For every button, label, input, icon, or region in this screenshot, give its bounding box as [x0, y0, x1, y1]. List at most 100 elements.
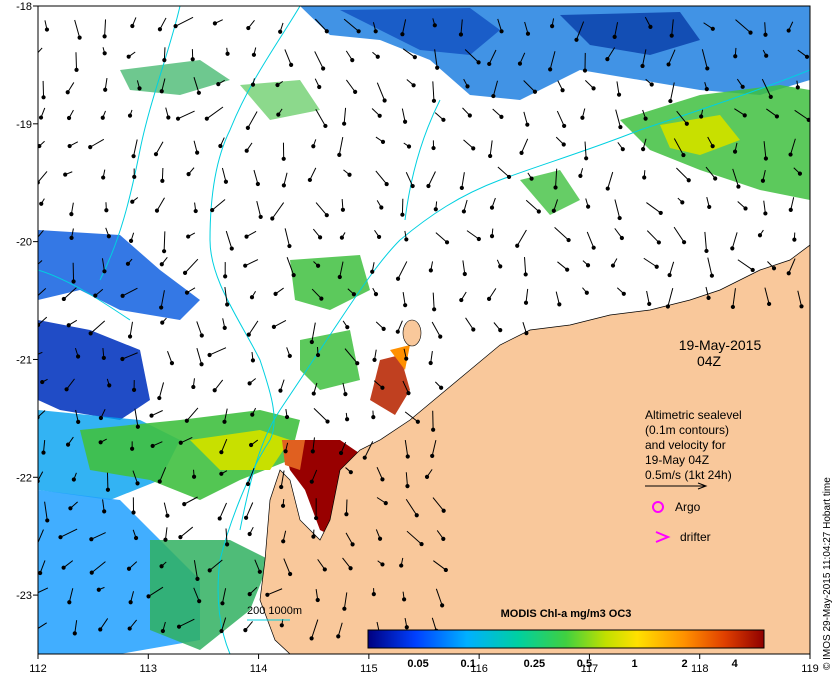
velocity-arrow-head — [207, 568, 212, 573]
velocity-arrow-head — [467, 113, 472, 118]
velocity-arrow — [44, 501, 48, 521]
velocity-arrow-head — [101, 175, 106, 180]
velocity-arrow — [193, 77, 200, 93]
velocity-arrow-head — [63, 172, 68, 177]
velocity-arrow-head — [443, 567, 448, 573]
lat-tick-label: -19 — [16, 119, 32, 131]
velocity-arrow-head — [806, 117, 810, 122]
velocity-arrow-head — [66, 323, 71, 328]
velocity-arrow-head — [524, 330, 529, 336]
lon-tick-label: 119 — [801, 663, 819, 675]
velocity-arrow-head — [166, 115, 171, 120]
velocity-arrow-head — [160, 628, 165, 634]
velocity-arrow-head — [370, 269, 375, 274]
velocity-arrow-head — [643, 116, 648, 121]
velocity-arrow-head — [154, 208, 160, 213]
velocity-arrow-head — [271, 324, 277, 329]
colorbar-label: 2 — [682, 658, 688, 670]
velocity-arrow-head — [244, 515, 249, 520]
velocity-arrow-head — [249, 295, 255, 300]
velocity-arrow-head — [102, 34, 107, 39]
velocity-arrow-head — [127, 334, 133, 339]
velocity-arrow-head — [476, 236, 481, 242]
velocity-arrow-head — [489, 205, 495, 210]
velocity-arrow — [315, 108, 326, 127]
velocity-arrow-head — [399, 563, 404, 568]
velocity-arrow — [311, 288, 322, 299]
velocity-arrow — [184, 258, 199, 274]
velocity-arrow-head — [757, 233, 763, 238]
velocity-arrow — [161, 78, 166, 92]
velocity-arrow — [256, 201, 262, 218]
velocity-arrow-head — [311, 534, 316, 539]
velocity-arrow — [180, 526, 194, 538]
velocity-arrow-head — [195, 576, 200, 581]
velocity-arrow-head — [641, 147, 646, 152]
velocity-arrow — [489, 140, 493, 157]
velocity-arrow-head — [565, 267, 570, 272]
velocity-arrow — [376, 466, 383, 480]
velocity-arrow — [164, 527, 168, 540]
velocity-arrow-head — [669, 33, 674, 38]
velocity-arrow — [206, 106, 224, 120]
velocity-arrow-head — [404, 625, 409, 630]
velocity-arrow-head — [315, 352, 321, 358]
velocity-arrow-head — [561, 142, 566, 147]
velocity-arrow-head — [247, 592, 252, 597]
velocity-arrow — [794, 109, 809, 121]
velocity-arrow-head — [499, 114, 504, 119]
velocity-arrow — [584, 141, 587, 159]
velocity-arrow-head — [72, 631, 77, 636]
velocity-arrow — [221, 617, 227, 632]
velocity-arrow — [497, 166, 510, 178]
plot-frame — [37, 5, 811, 655]
velocity-arrow — [405, 472, 408, 487]
colorbar-label: 0.5 — [577, 658, 592, 670]
velocity-arrow — [315, 202, 328, 216]
velocity-arrow-head — [771, 266, 777, 271]
velocity-arrow — [614, 22, 619, 37]
velocity-arrow — [554, 227, 569, 241]
velocity-arrow-head — [580, 115, 585, 120]
velocity-arrow-head — [405, 454, 410, 459]
velocity-arrow-head — [250, 82, 256, 87]
lat-tick-label: -23 — [16, 590, 32, 602]
velocity-arrow-head — [191, 384, 196, 390]
velocity-arrow-head — [348, 470, 353, 475]
velocity-arrow — [465, 317, 474, 330]
velocity-arrow-head — [182, 270, 188, 275]
velocity-arrow — [432, 292, 435, 310]
velocity-arrow — [43, 439, 46, 453]
velocity-arrow-head — [736, 184, 741, 189]
velocity-arrow-head — [281, 539, 286, 544]
velocity-arrow — [39, 560, 46, 574]
velocity-arrow-head — [786, 271, 791, 276]
velocity-arrow — [91, 561, 106, 573]
velocity-arrow-head — [288, 571, 293, 577]
velocity-arrow — [161, 167, 164, 181]
velocity-arrow — [405, 498, 418, 516]
altimetry-line-1: Altimetric sealevel — [645, 408, 742, 422]
velocity-arrow — [549, 51, 556, 70]
velocity-arrow — [63, 287, 77, 300]
velocity-arrow-head — [126, 54, 131, 59]
velocity-arrow-head — [77, 35, 82, 40]
velocity-arrow — [286, 257, 295, 276]
velocity-arrow-head — [343, 392, 348, 397]
velocity-arrow — [99, 618, 109, 630]
velocity-arrow-head — [245, 125, 250, 130]
velocity-arrow-head — [795, 85, 800, 90]
velocity-arrow-head — [275, 82, 280, 88]
velocity-arrow — [342, 557, 351, 569]
velocity-arrow-head — [740, 84, 745, 89]
velocity-arrow — [253, 169, 259, 185]
velocity-arrow-head — [229, 246, 234, 251]
lon-tick-label: 112 — [29, 663, 47, 675]
velocity-arrow-head — [710, 144, 715, 149]
velocity-arrow-head — [591, 86, 596, 91]
velocity-arrow-head — [178, 440, 183, 445]
velocity-arrow-head — [642, 175, 647, 180]
velocity-arrow — [38, 587, 49, 594]
velocity-arrow — [343, 18, 359, 32]
velocity-arrow-head — [804, 54, 810, 59]
